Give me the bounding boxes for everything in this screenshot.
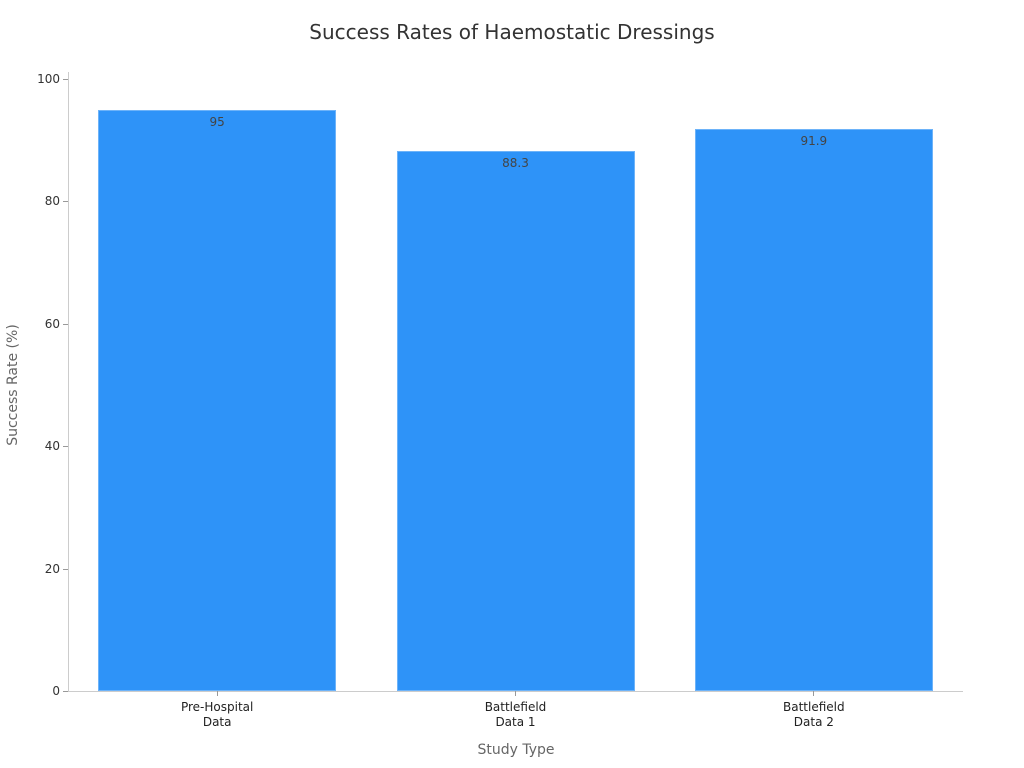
y-tick: 20 — [0, 562, 68, 583]
x-tick-mark — [216, 691, 218, 696]
y-tick: 80 — [0, 194, 68, 215]
y-tick-label: 40 — [44, 439, 60, 454]
bar-value-label: 95 — [209, 114, 225, 129]
x-tick-label: Battlefield Data 1 — [484, 700, 547, 729]
y-tick-label: 60 — [44, 316, 60, 331]
y-tick: 40 — [0, 439, 68, 460]
y-tick-label: 100 — [37, 72, 60, 86]
x-tick-label: Battlefield Data 2 — [783, 700, 845, 729]
y-tick-label: 20 — [44, 561, 60, 576]
x-tick-mark — [813, 691, 815, 696]
x-axis-label: Study Type — [477, 742, 555, 758]
x-tick: Pre-Hospital Data — [117, 691, 317, 730]
y-tick-label: 0 — [52, 684, 60, 698]
bar[interactable]: 91.9 — [694, 128, 933, 691]
y-tick: 100 — [0, 72, 68, 93]
bar[interactable]: 95 — [98, 109, 337, 691]
x-tick: Battlefield Data 2 — [714, 691, 914, 730]
y-tick-mark — [63, 79, 68, 80]
y-tick-mark — [63, 201, 68, 203]
y-tick: 0 — [0, 684, 68, 705]
y-tick-mark — [63, 323, 68, 325]
x-tick-label: Pre-Hospital Data — [180, 700, 254, 729]
x-tick-mark — [515, 691, 516, 696]
y-axis-line — [68, 72, 69, 692]
y-tick-label: 80 — [44, 194, 60, 209]
y-tick-mark — [63, 691, 68, 692]
y-tick: 60 — [0, 317, 68, 338]
y-axis-label: Success Rate (%) — [5, 324, 21, 446]
y-tick-mark — [63, 446, 68, 448]
bar-value-label: 88.3 — [502, 155, 529, 170]
bar-value-label: 91.9 — [800, 133, 828, 148]
x-tick: Battlefield Data 1 — [416, 691, 616, 730]
bar[interactable]: 88.3 — [396, 150, 635, 691]
y-tick-mark — [63, 568, 68, 570]
chart-title: Success Rates of Haemostatic Dressings — [309, 20, 715, 44]
